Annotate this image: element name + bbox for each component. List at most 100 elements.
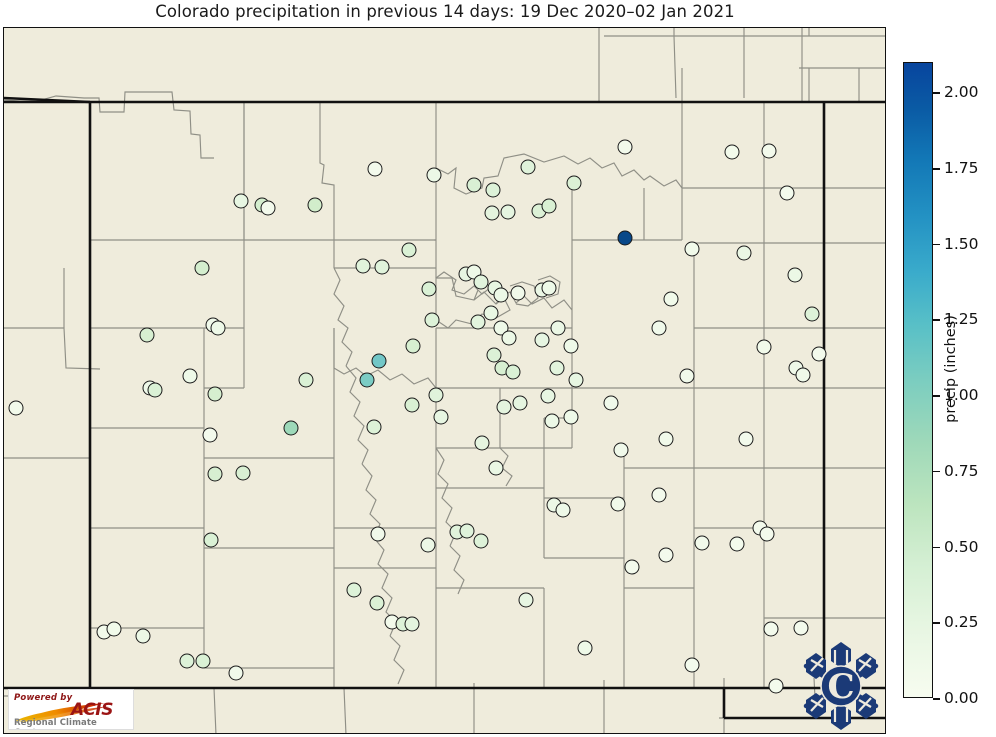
station-marker[interactable] xyxy=(235,465,251,481)
station-marker[interactable] xyxy=(433,409,449,425)
station-marker[interactable] xyxy=(663,291,679,307)
station-marker[interactable] xyxy=(500,204,516,220)
station-marker[interactable] xyxy=(484,205,500,221)
station-marker[interactable] xyxy=(512,395,528,411)
station-marker[interactable] xyxy=(228,665,244,681)
station-marker[interactable] xyxy=(679,368,695,384)
station-marker[interactable] xyxy=(540,388,556,404)
station-marker[interactable] xyxy=(401,242,417,258)
station-marker[interactable] xyxy=(202,427,218,443)
map-canvas[interactable] xyxy=(3,27,886,734)
station-marker[interactable] xyxy=(483,305,499,321)
station-marker[interactable] xyxy=(424,312,440,328)
station-marker[interactable] xyxy=(139,327,155,343)
station-marker[interactable] xyxy=(544,413,560,429)
station-marker[interactable] xyxy=(369,595,385,611)
station-marker[interactable] xyxy=(501,330,517,346)
station-marker[interactable] xyxy=(563,338,579,354)
station-marker[interactable] xyxy=(779,185,795,201)
station-marker[interactable] xyxy=(568,372,584,388)
station-marker[interactable] xyxy=(203,532,219,548)
station-marker[interactable] xyxy=(426,167,442,183)
station-marker[interactable] xyxy=(541,280,557,296)
station-marker[interactable] xyxy=(603,395,619,411)
station-marker[interactable] xyxy=(613,442,629,458)
station-marker[interactable] xyxy=(459,523,475,539)
station-marker[interactable] xyxy=(510,285,526,301)
station-marker[interactable] xyxy=(811,346,827,362)
station-marker[interactable] xyxy=(795,367,811,383)
station-marker[interactable] xyxy=(428,387,444,403)
station-marker[interactable] xyxy=(207,386,223,402)
station-marker[interactable] xyxy=(210,320,226,336)
station-marker[interactable] xyxy=(658,547,674,563)
station-marker[interactable] xyxy=(420,537,436,553)
station-marker[interactable] xyxy=(577,640,593,656)
station-marker[interactable] xyxy=(496,399,512,415)
station-marker[interactable] xyxy=(366,419,382,435)
station-marker[interactable] xyxy=(346,582,362,598)
station-marker[interactable] xyxy=(135,628,151,644)
station-marker[interactable] xyxy=(367,161,383,177)
station-marker[interactable] xyxy=(485,182,501,198)
station-marker[interactable] xyxy=(194,260,210,276)
station-marker[interactable] xyxy=(260,200,276,216)
station-marker[interactable] xyxy=(404,616,420,632)
station-marker[interactable] xyxy=(736,245,752,261)
station-marker[interactable] xyxy=(563,409,579,425)
station-marker[interactable] xyxy=(729,536,745,552)
station-marker[interactable] xyxy=(474,435,490,451)
station-marker[interactable] xyxy=(549,360,565,376)
station-marker[interactable] xyxy=(106,621,122,637)
station-marker[interactable] xyxy=(617,139,633,155)
station-marker[interactable] xyxy=(466,177,482,193)
station-marker[interactable] xyxy=(651,487,667,503)
station-marker[interactable] xyxy=(182,368,198,384)
station-marker[interactable] xyxy=(486,347,502,363)
station-marker[interactable] xyxy=(759,526,775,542)
station-marker[interactable] xyxy=(488,460,504,476)
station-marker[interactable] xyxy=(371,353,387,369)
station-marker[interactable] xyxy=(147,382,163,398)
station-marker[interactable] xyxy=(374,259,390,275)
station-marker[interactable] xyxy=(179,653,195,669)
station-marker[interactable] xyxy=(207,466,223,482)
station-marker[interactable] xyxy=(421,281,437,297)
station-marker[interactable] xyxy=(233,193,249,209)
station-marker[interactable] xyxy=(624,559,640,575)
station-marker[interactable] xyxy=(404,397,420,413)
station-marker[interactable] xyxy=(756,339,772,355)
station-marker[interactable] xyxy=(793,620,809,636)
station-marker[interactable] xyxy=(658,431,674,447)
station-marker[interactable] xyxy=(195,653,211,669)
station-marker[interactable] xyxy=(283,420,299,436)
station-marker[interactable] xyxy=(738,431,754,447)
station-marker[interactable] xyxy=(355,258,371,274)
station-marker[interactable] xyxy=(617,230,633,246)
station-marker[interactable] xyxy=(298,372,314,388)
station-marker[interactable] xyxy=(684,241,700,257)
station-marker[interactable] xyxy=(804,306,820,322)
station-marker[interactable] xyxy=(651,320,667,336)
station-marker[interactable] xyxy=(694,535,710,551)
station-marker[interactable] xyxy=(405,338,421,354)
station-marker[interactable] xyxy=(493,287,509,303)
station-marker[interactable] xyxy=(473,533,489,549)
station-marker[interactable] xyxy=(505,364,521,380)
station-marker[interactable] xyxy=(470,314,486,330)
station-marker[interactable] xyxy=(520,159,536,175)
station-marker[interactable] xyxy=(768,678,784,694)
station-marker[interactable] xyxy=(307,197,323,213)
station-marker[interactable] xyxy=(8,400,24,416)
station-marker[interactable] xyxy=(518,592,534,608)
station-marker[interactable] xyxy=(763,621,779,637)
colorbar[interactable]: 2.00 1.75 1.50 1.25 1.00 0.75 0.50 0.25 0.00 xyxy=(903,62,979,707)
station-marker[interactable] xyxy=(787,267,803,283)
station-marker[interactable] xyxy=(473,274,489,290)
station-marker[interactable] xyxy=(555,502,571,518)
station-marker[interactable] xyxy=(550,320,566,336)
station-marker[interactable] xyxy=(370,526,386,542)
station-marker[interactable] xyxy=(610,496,626,512)
station-marker[interactable] xyxy=(541,198,557,214)
station-marker[interactable] xyxy=(724,144,740,160)
